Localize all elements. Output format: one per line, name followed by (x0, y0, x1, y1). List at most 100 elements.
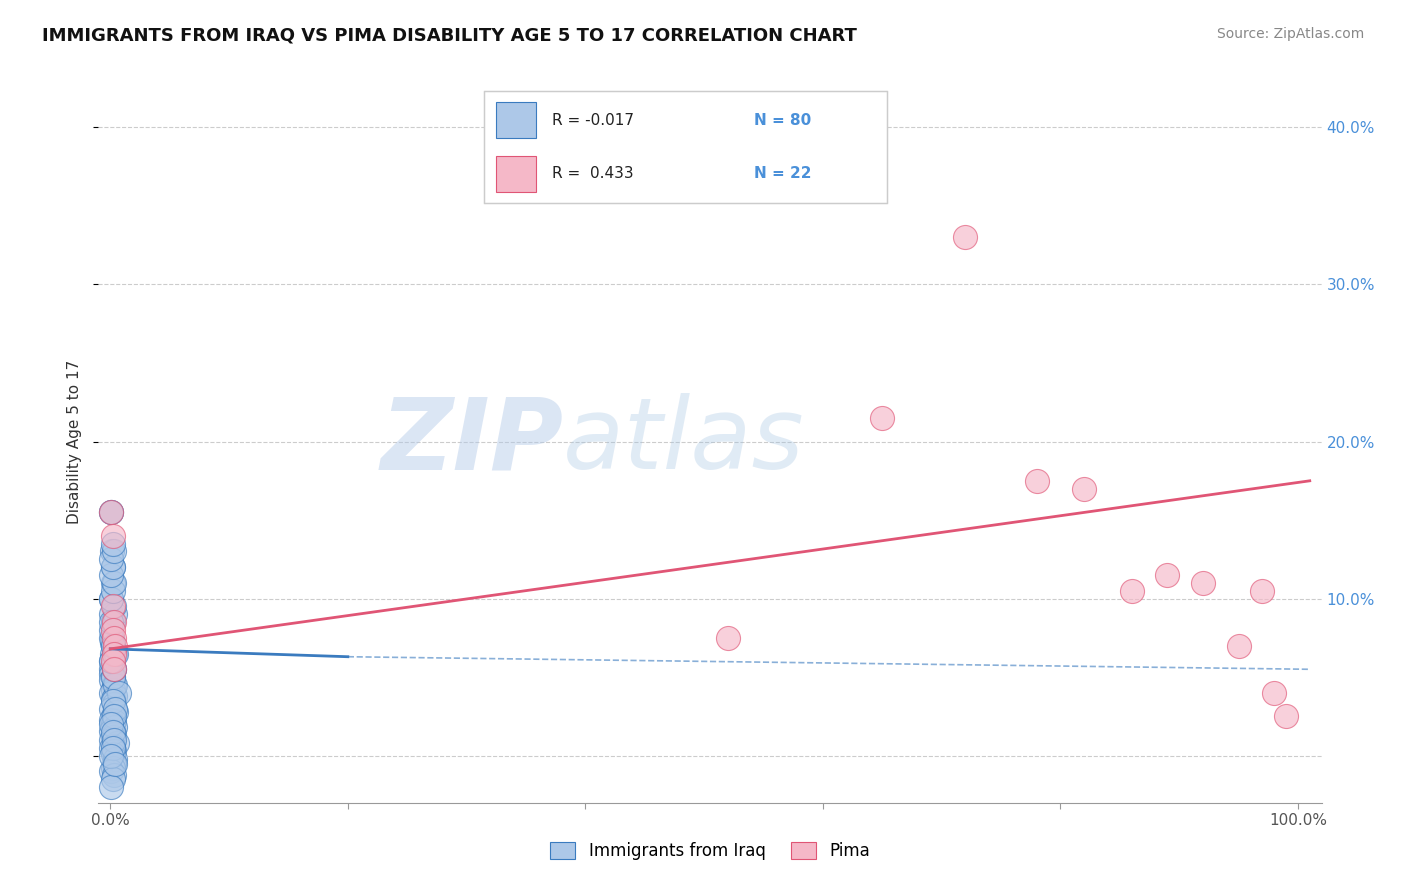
Point (1263, 686, 1285, 700)
Point (103, 662, 125, 676)
Point (101, 747, 124, 761)
Point (101, 761, 124, 775)
Point (101, 670, 124, 684)
Point (103, 727, 125, 741)
Point (100, 631, 122, 645)
Point (100, 713, 122, 727)
Legend: Immigrants from Iraq, Pima: Immigrants from Iraq, Pima (544, 835, 876, 867)
Point (103, 575, 125, 590)
Point (101, 709, 124, 723)
Point (104, 720, 127, 734)
Point (103, 575, 125, 590)
Point (101, 682, 124, 697)
Point (100, 607, 122, 622)
Point (100, 505, 122, 519)
Point (101, 615, 124, 630)
Point (1156, 568, 1178, 582)
Point (101, 639, 124, 653)
Point (101, 583, 124, 598)
Point (101, 725, 124, 739)
Point (100, 655, 122, 669)
Point (101, 560, 124, 574)
Point (100, 764, 122, 779)
Point (104, 701, 127, 715)
Point (101, 772, 124, 787)
Point (103, 678, 125, 692)
Point (101, 655, 124, 669)
Point (101, 692, 124, 706)
Text: atlas: atlas (564, 393, 804, 490)
Point (105, 705, 128, 719)
Point (1227, 639, 1250, 653)
Point (104, 607, 127, 622)
Point (101, 560, 124, 574)
Point (101, 730, 124, 744)
Point (101, 670, 124, 684)
Point (101, 615, 124, 630)
Point (104, 756, 127, 771)
Text: ZIP: ZIP (380, 393, 564, 490)
Point (103, 709, 125, 723)
Point (103, 733, 125, 747)
Point (101, 544, 124, 558)
Point (103, 641, 125, 656)
Point (103, 714, 125, 728)
Point (101, 623, 124, 637)
Point (1121, 583, 1143, 598)
Point (100, 717, 122, 731)
Point (103, 744, 125, 758)
Point (1073, 482, 1095, 496)
Point (104, 678, 127, 692)
Point (101, 717, 124, 731)
Point (955, 230, 977, 244)
Point (101, 635, 124, 649)
Point (100, 505, 122, 519)
Point (101, 529, 124, 543)
Point (101, 599, 124, 614)
Point (100, 733, 122, 747)
Point (104, 689, 127, 703)
Point (1251, 583, 1274, 598)
Point (103, 615, 125, 630)
Y-axis label: Disability Age 5 to 17: Disability Age 5 to 17 (67, 359, 83, 524)
Point (101, 694, 124, 708)
Point (104, 647, 127, 661)
Point (100, 701, 122, 715)
Point (100, 673, 122, 688)
Point (1192, 575, 1215, 590)
Point (101, 647, 124, 661)
Point (101, 657, 124, 672)
Point (100, 591, 122, 606)
Point (103, 647, 125, 661)
Point (103, 756, 125, 771)
Point (101, 635, 124, 649)
Point (100, 662, 122, 676)
Point (103, 767, 125, 781)
Point (101, 739, 124, 754)
Point (1275, 709, 1298, 723)
Text: IMMIGRANTS FROM IRAQ VS PIMA DISABILITY AGE 5 TO 17 CORRELATION CHART: IMMIGRANTS FROM IRAQ VS PIMA DISABILITY … (42, 27, 858, 45)
Point (104, 639, 127, 653)
Point (100, 748, 122, 763)
Point (100, 505, 122, 519)
Point (100, 623, 122, 637)
Point (1025, 474, 1047, 488)
Point (103, 662, 125, 676)
Point (104, 752, 127, 766)
Point (101, 536, 124, 550)
Point (100, 667, 122, 681)
Point (100, 723, 122, 738)
Point (107, 736, 129, 750)
Point (870, 411, 893, 425)
Point (100, 655, 122, 669)
Point (717, 631, 740, 645)
Point (100, 780, 122, 794)
Point (107, 686, 129, 700)
Point (100, 615, 122, 630)
Point (100, 740, 122, 755)
Point (103, 599, 125, 614)
Point (103, 544, 125, 558)
Point (100, 591, 122, 606)
Point (103, 631, 125, 645)
Point (100, 631, 122, 645)
